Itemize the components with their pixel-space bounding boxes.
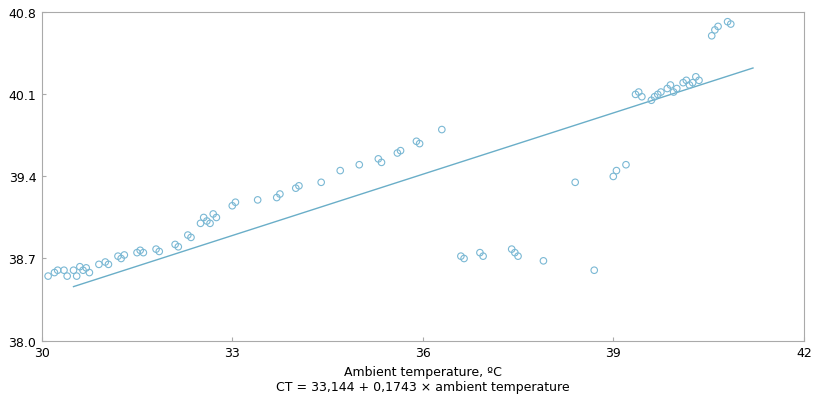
Point xyxy=(689,75,702,81)
Point xyxy=(679,78,692,84)
X-axis label: Ambient temperature, ºC
CT = 33,144 + 0,1743 × ambient temperature: Ambient temperature, ºC CT = 33,144 + 0,… xyxy=(276,365,569,393)
Point xyxy=(42,273,55,279)
Point xyxy=(644,98,657,104)
Point xyxy=(660,86,673,93)
Point xyxy=(149,246,162,253)
Point xyxy=(197,215,210,221)
Point xyxy=(98,259,111,265)
Point xyxy=(666,89,679,96)
Point xyxy=(48,270,61,276)
Point xyxy=(152,249,165,255)
Point xyxy=(200,218,213,225)
Point xyxy=(508,250,521,256)
Point xyxy=(473,250,486,256)
Point xyxy=(650,92,663,98)
Point xyxy=(93,261,106,268)
Point xyxy=(676,80,689,87)
Point xyxy=(171,244,184,250)
Point xyxy=(704,33,717,40)
Point xyxy=(76,267,89,274)
Point xyxy=(511,253,524,260)
Point xyxy=(393,148,406,154)
Point xyxy=(57,267,70,274)
Point xyxy=(686,80,699,87)
Point xyxy=(654,89,667,96)
Point xyxy=(720,19,733,26)
Point xyxy=(635,94,648,101)
Point xyxy=(391,150,404,157)
Point xyxy=(536,258,550,264)
Point xyxy=(79,265,93,271)
Point xyxy=(184,235,197,241)
Point xyxy=(83,270,96,276)
Point xyxy=(505,246,518,253)
Point xyxy=(137,250,150,256)
Point xyxy=(51,267,64,274)
Point xyxy=(631,89,645,96)
Point xyxy=(682,83,695,89)
Point xyxy=(410,139,423,145)
Point xyxy=(111,253,124,260)
Point xyxy=(618,162,631,168)
Point xyxy=(663,83,676,89)
Point xyxy=(169,242,182,248)
Point xyxy=(669,86,682,93)
Point xyxy=(289,186,302,192)
Point xyxy=(73,264,86,270)
Point xyxy=(691,78,704,84)
Point xyxy=(606,174,619,180)
Point xyxy=(181,232,194,239)
Point xyxy=(210,215,223,221)
Point xyxy=(67,267,80,274)
Point xyxy=(133,247,147,254)
Point xyxy=(273,191,286,198)
Point xyxy=(454,253,467,260)
Point xyxy=(568,180,581,186)
Point xyxy=(251,197,264,204)
Point xyxy=(102,261,115,268)
Point xyxy=(587,267,600,274)
Point xyxy=(435,127,448,134)
Point xyxy=(371,156,384,163)
Point xyxy=(628,92,641,98)
Point xyxy=(203,221,216,227)
Point xyxy=(609,168,622,174)
Point xyxy=(61,273,74,279)
Point xyxy=(206,211,219,218)
Point xyxy=(723,22,736,28)
Point xyxy=(647,94,660,101)
Point xyxy=(194,221,207,227)
Point xyxy=(225,203,238,209)
Point xyxy=(333,168,346,174)
Point xyxy=(115,256,128,262)
Point xyxy=(70,273,84,279)
Point xyxy=(352,162,365,168)
Point xyxy=(476,253,489,260)
Point xyxy=(413,141,426,148)
Point xyxy=(314,180,328,186)
Point xyxy=(711,24,724,30)
Point xyxy=(130,250,143,256)
Point xyxy=(229,200,242,206)
Point xyxy=(292,183,305,190)
Point xyxy=(708,28,721,34)
Point xyxy=(374,160,387,166)
Point xyxy=(118,252,131,259)
Point xyxy=(269,195,283,201)
Point xyxy=(457,256,470,262)
